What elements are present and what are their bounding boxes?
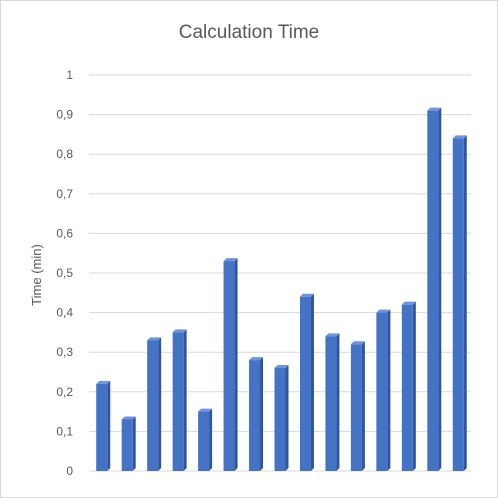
- y-axis-ticks: 0 0,1 0,2 0,3 0,4 0,5 0,6 0,7 0,8 0,9 1: [56, 68, 73, 478]
- bar-top: [249, 357, 264, 361]
- bar-front: [121, 419, 133, 471]
- bar: [452, 135, 467, 472]
- y-tick-label: 0,3: [56, 345, 73, 359]
- bar: [299, 293, 314, 471]
- bar-side: [260, 357, 264, 471]
- bar-side: [132, 416, 136, 471]
- bar-side: [361, 341, 365, 471]
- bar: [401, 301, 416, 471]
- bar-front: [401, 304, 413, 471]
- bar-side: [183, 329, 187, 471]
- y-tick-label: 0,4: [56, 306, 73, 320]
- bar: [427, 107, 442, 471]
- bar-front: [350, 344, 362, 471]
- bar: [325, 333, 340, 471]
- bar-top: [147, 337, 162, 341]
- y-tick-label: 0,1: [56, 424, 73, 438]
- bar-side: [209, 408, 213, 471]
- bar-side: [285, 365, 289, 471]
- bar: [274, 365, 289, 471]
- bar-front: [223, 261, 235, 471]
- bar-side: [463, 135, 467, 472]
- bar-top: [427, 107, 442, 111]
- bar-top: [325, 333, 340, 337]
- bar-front: [299, 296, 311, 471]
- y-tick-label: 0: [66, 464, 73, 478]
- bar-side: [438, 107, 442, 471]
- bar-top: [350, 341, 365, 345]
- bar-front: [198, 411, 210, 471]
- bar-front: [96, 383, 108, 471]
- bar-front: [147, 340, 159, 471]
- bar-side: [158, 337, 162, 471]
- bar-side: [107, 380, 111, 471]
- y-tick-label: 0,5: [56, 266, 73, 280]
- bar-front: [274, 368, 286, 471]
- bar-top: [121, 416, 136, 420]
- bar: [376, 309, 391, 471]
- y-tick-label: 1: [66, 68, 73, 82]
- chart-title: Calculation Time: [179, 22, 319, 43]
- bar-top: [223, 258, 238, 262]
- bar: [223, 258, 238, 471]
- bar-top: [172, 329, 187, 333]
- bar-top: [401, 301, 416, 305]
- bar-top: [274, 365, 289, 369]
- bar: [172, 329, 187, 471]
- y-tick-label: 0,6: [56, 226, 73, 240]
- bars: [96, 107, 467, 472]
- bar-front: [376, 312, 388, 471]
- bar-side: [336, 333, 340, 471]
- y-tick-label: 0,7: [56, 187, 73, 201]
- bar-side: [234, 258, 238, 471]
- bar-side: [387, 309, 391, 471]
- bar: [198, 408, 213, 471]
- bar-front: [325, 336, 337, 471]
- bar-top: [299, 293, 314, 297]
- bar: [249, 357, 264, 471]
- bar-front: [172, 332, 184, 471]
- bar-top: [96, 380, 111, 384]
- y-tick-label: 0,9: [56, 108, 73, 122]
- bar: [147, 337, 162, 471]
- bar: [121, 416, 136, 471]
- bar-side: [412, 301, 416, 471]
- bar-side: [310, 293, 314, 471]
- y-axis-label: Time (min): [29, 244, 44, 306]
- bar-top: [452, 135, 467, 139]
- bar: [350, 341, 365, 471]
- bar-top: [198, 408, 213, 412]
- bar-front: [452, 138, 464, 472]
- bar-front: [427, 110, 439, 471]
- y-tick-label: 0,2: [56, 385, 73, 399]
- bar-top: [376, 309, 391, 313]
- bar: [96, 380, 111, 471]
- bar-front: [249, 360, 261, 471]
- y-tick-label: 0,8: [56, 147, 73, 161]
